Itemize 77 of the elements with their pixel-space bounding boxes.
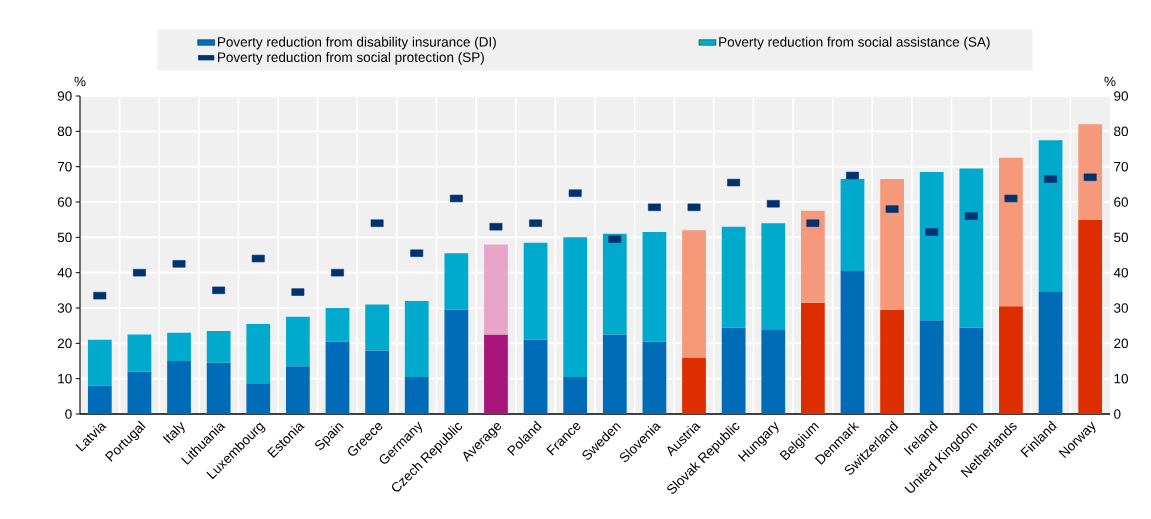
bar	[1078, 219, 1103, 414]
bar	[246, 323, 271, 384]
legend-label: Poverty reduction from social protection (SP)	[218, 52, 484, 65]
bar	[761, 329, 786, 414]
legend-label: Poverty reduction from social assistance (SA)	[719, 36, 990, 50]
y-axis-title: %	[74, 76, 86, 87]
legend-label: Poverty reduction from disability insurance (DI)	[218, 36, 496, 50]
bar	[642, 232, 667, 342]
bar	[880, 309, 904, 414]
bar	[800, 210, 825, 303]
bar	[365, 304, 389, 351]
bar	[800, 302, 825, 414]
bar	[999, 306, 1023, 414]
y-tick-label: 90	[57, 91, 72, 101]
bar	[444, 309, 469, 414]
bar	[444, 253, 469, 310]
y2-tick-label: 10	[1114, 373, 1128, 384]
bar	[246, 383, 271, 414]
bar	[404, 300, 429, 377]
bar	[721, 226, 746, 328]
bar	[1078, 124, 1103, 220]
bar	[87, 339, 112, 386]
bar	[325, 341, 350, 414]
bar	[404, 376, 429, 414]
bar	[206, 362, 231, 414]
bar	[682, 230, 706, 358]
y2-tick-label: 30	[1114, 303, 1128, 313]
bar	[999, 157, 1023, 307]
y-tick-label: 70	[57, 161, 72, 172]
bar	[206, 330, 231, 363]
bar	[959, 327, 984, 414]
bar	[127, 334, 152, 372]
bar	[523, 242, 548, 340]
y2-tick-label: 20	[1114, 338, 1128, 349]
bar	[484, 244, 508, 335]
y-tick-label: 60	[57, 197, 72, 207]
bar	[127, 371, 152, 414]
bar	[1038, 140, 1063, 293]
bar	[87, 385, 112, 414]
bar	[484, 334, 508, 414]
bar	[880, 179, 904, 310]
y-tick-label: 0	[65, 409, 72, 419]
y2-tick-label: 0	[1114, 409, 1121, 419]
y-tick-label: 50	[57, 232, 72, 243]
y2-tick-label: 50	[1114, 232, 1128, 243]
y-tick-label: 20	[57, 338, 72, 349]
y2-tick-label: 70	[1114, 161, 1128, 172]
y2-tick-label: 90	[1114, 91, 1128, 101]
bar	[523, 339, 548, 414]
bar	[840, 270, 865, 414]
bar	[286, 316, 310, 367]
bar	[682, 357, 706, 414]
bar	[959, 168, 984, 328]
bar	[563, 237, 588, 377]
bar	[721, 327, 746, 414]
y-tick-label: 80	[57, 126, 72, 137]
y2-axis-title: %	[1104, 76, 1116, 87]
bar	[919, 171, 944, 321]
y2-tick-label: 80	[1114, 126, 1128, 137]
y2-tick-label: 60	[1114, 197, 1128, 207]
bar	[840, 179, 865, 271]
bar	[365, 350, 389, 414]
bar	[602, 233, 627, 335]
bar	[167, 361, 191, 414]
bar	[167, 332, 191, 361]
y-tick-label: 10	[58, 373, 72, 384]
bar	[602, 334, 627, 414]
bar	[325, 308, 350, 342]
bar	[642, 341, 667, 414]
y2-tick-label: 40	[1113, 267, 1128, 278]
bar	[563, 376, 588, 414]
bar	[1038, 292, 1063, 414]
y-tick-label: 30	[57, 303, 72, 313]
bar	[919, 320, 944, 414]
bar	[286, 366, 310, 414]
bar	[761, 223, 786, 330]
y-tick-label: 40	[57, 267, 72, 278]
